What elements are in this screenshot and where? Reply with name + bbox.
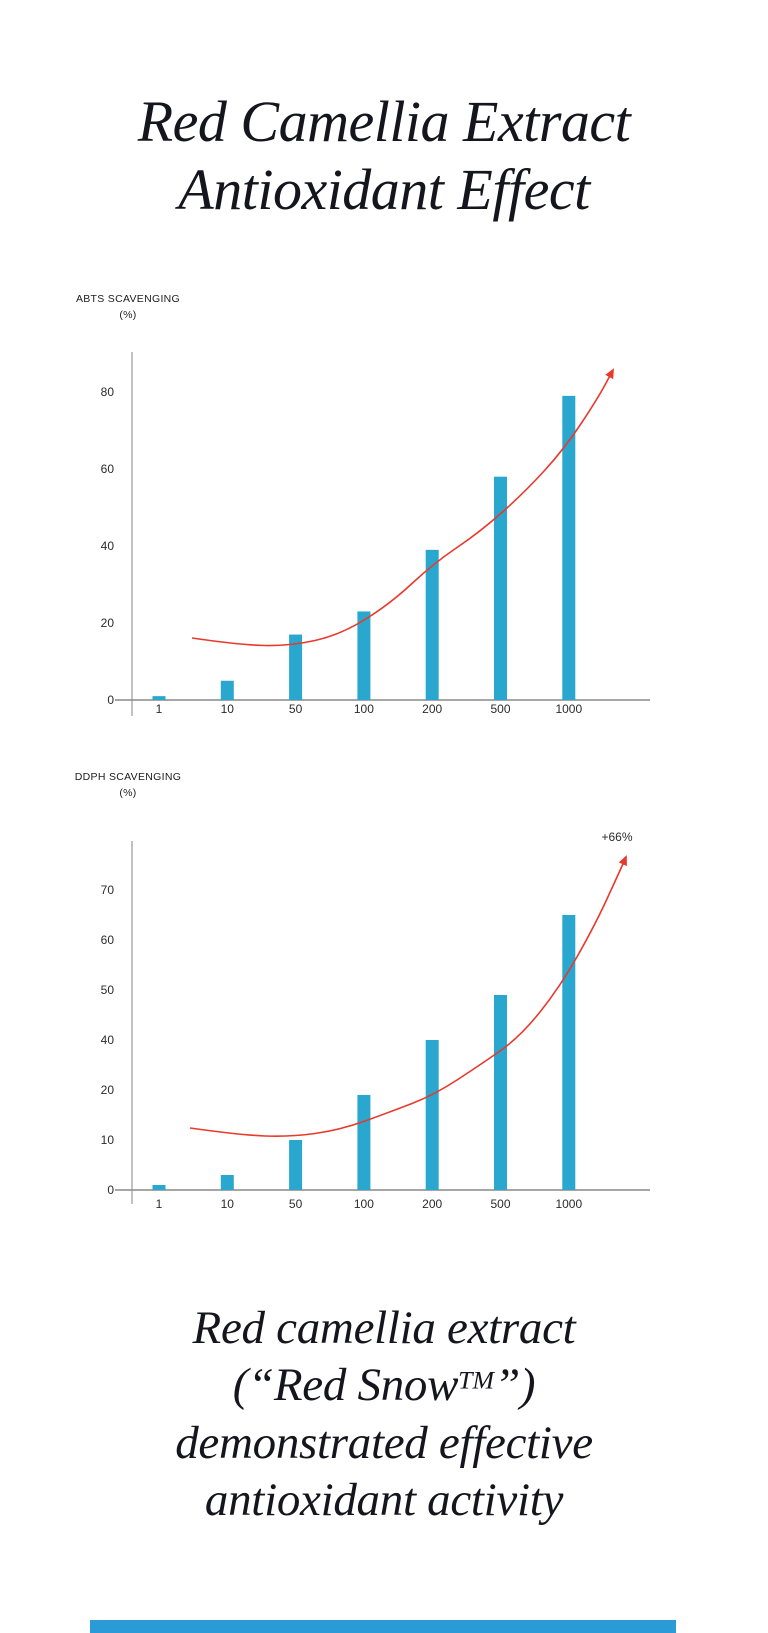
y-tick-label: 80 — [101, 385, 115, 399]
ddph-chart-unit-label: (%) — [119, 786, 137, 799]
bar-500 — [494, 476, 507, 700]
abts-chart-header: ABTS SCAVENGING (%) — [62, 292, 194, 324]
bar-50 — [289, 634, 303, 700]
bar-50 — [289, 1140, 303, 1190]
x-tick-label: 1000 — [555, 702, 582, 716]
page-title-line-2: Antioxidant Effect — [178, 157, 590, 223]
trend-arrow — [191, 368, 614, 647]
x-tick-label: 1 — [156, 702, 163, 716]
ddph-bar-chart: 0 10 20 40 50 60 70 1 10 50 100 200 500 1000 +66% — [101, 830, 650, 1211]
abts-bar-chart: 0 20 40 60 80 1 10 50 100 200 500 1000 — [101, 352, 650, 716]
trend-arrow — [189, 855, 627, 1138]
x-tick-label: 1 — [156, 1197, 163, 1211]
x-tick-label: 500 — [490, 702, 510, 716]
bar-200 — [425, 1040, 439, 1190]
y-tick-label: 20 — [101, 616, 115, 630]
bar-10 — [220, 680, 234, 700]
x-tick-label: 50 — [289, 1197, 303, 1211]
x-tick-label: 200 — [422, 1197, 442, 1211]
bar-1000 — [562, 395, 576, 700]
y-tick-label: 60 — [101, 462, 115, 476]
y-tick-label: 40 — [101, 1033, 115, 1047]
page-title: Red Camellia Extract Antioxidant Effect — [0, 88, 768, 225]
ddph-chart-title: DDPH SCAVENGING — [74, 771, 182, 783]
bar-1 — [152, 1185, 166, 1190]
footer-line-1: Red camellia extract — [192, 1302, 576, 1354]
bar-500 — [494, 995, 507, 1190]
footer-line-2: (“Red SnowTM”) — [0, 1357, 768, 1414]
bottom-color-block — [90, 1620, 676, 1633]
x-tick-label: 100 — [354, 702, 374, 716]
bar-1000 — [562, 915, 576, 1190]
page-title-line-1: Red Camellia Extract — [137, 89, 631, 154]
footer-line-2-text: (“Red Snow — [232, 1359, 459, 1412]
footer-caption: Red camellia extract (“Red SnowTM”) demo… — [0, 1300, 768, 1529]
y-tick-label: 10 — [101, 1133, 115, 1147]
y-tick-label: 20 — [101, 1083, 115, 1097]
bar-100 — [357, 1095, 371, 1190]
abts-chart-title: ABTS SCAVENGING — [75, 293, 181, 305]
trend-annotation: +66% — [601, 830, 632, 844]
x-tick-label: 10 — [221, 1197, 235, 1211]
x-tick-label: 500 — [490, 1197, 510, 1211]
y-tick-label: 50 — [101, 983, 115, 997]
footer-line-2-close: ”) — [494, 1359, 536, 1412]
x-tick-label: 200 — [422, 702, 442, 716]
ddph-chart-header: DDPH SCAVENGING (%) — [62, 770, 194, 802]
y-tick-label: 70 — [101, 883, 115, 897]
y-tick-label: 0 — [107, 693, 114, 707]
x-tick-label: 10 — [221, 702, 235, 716]
footer-line-3: demonstrated effective — [175, 1416, 593, 1469]
footer-line-4: antioxidant activity — [204, 1473, 564, 1526]
x-tick-label: 100 — [354, 1197, 374, 1211]
trademark-superscript: TM — [458, 1365, 495, 1395]
bar-1 — [152, 696, 166, 700]
bar-100 — [357, 611, 371, 700]
y-tick-label: 0 — [107, 1183, 114, 1197]
bar-200 — [425, 549, 439, 700]
x-tick-label: 50 — [289, 702, 303, 716]
bar-10 — [220, 1175, 234, 1190]
x-tick-label: 1000 — [555, 1197, 582, 1211]
y-tick-label: 40 — [101, 539, 115, 553]
y-tick-label: 60 — [101, 933, 115, 947]
abts-chart-unit-label: (%) — [119, 308, 137, 321]
